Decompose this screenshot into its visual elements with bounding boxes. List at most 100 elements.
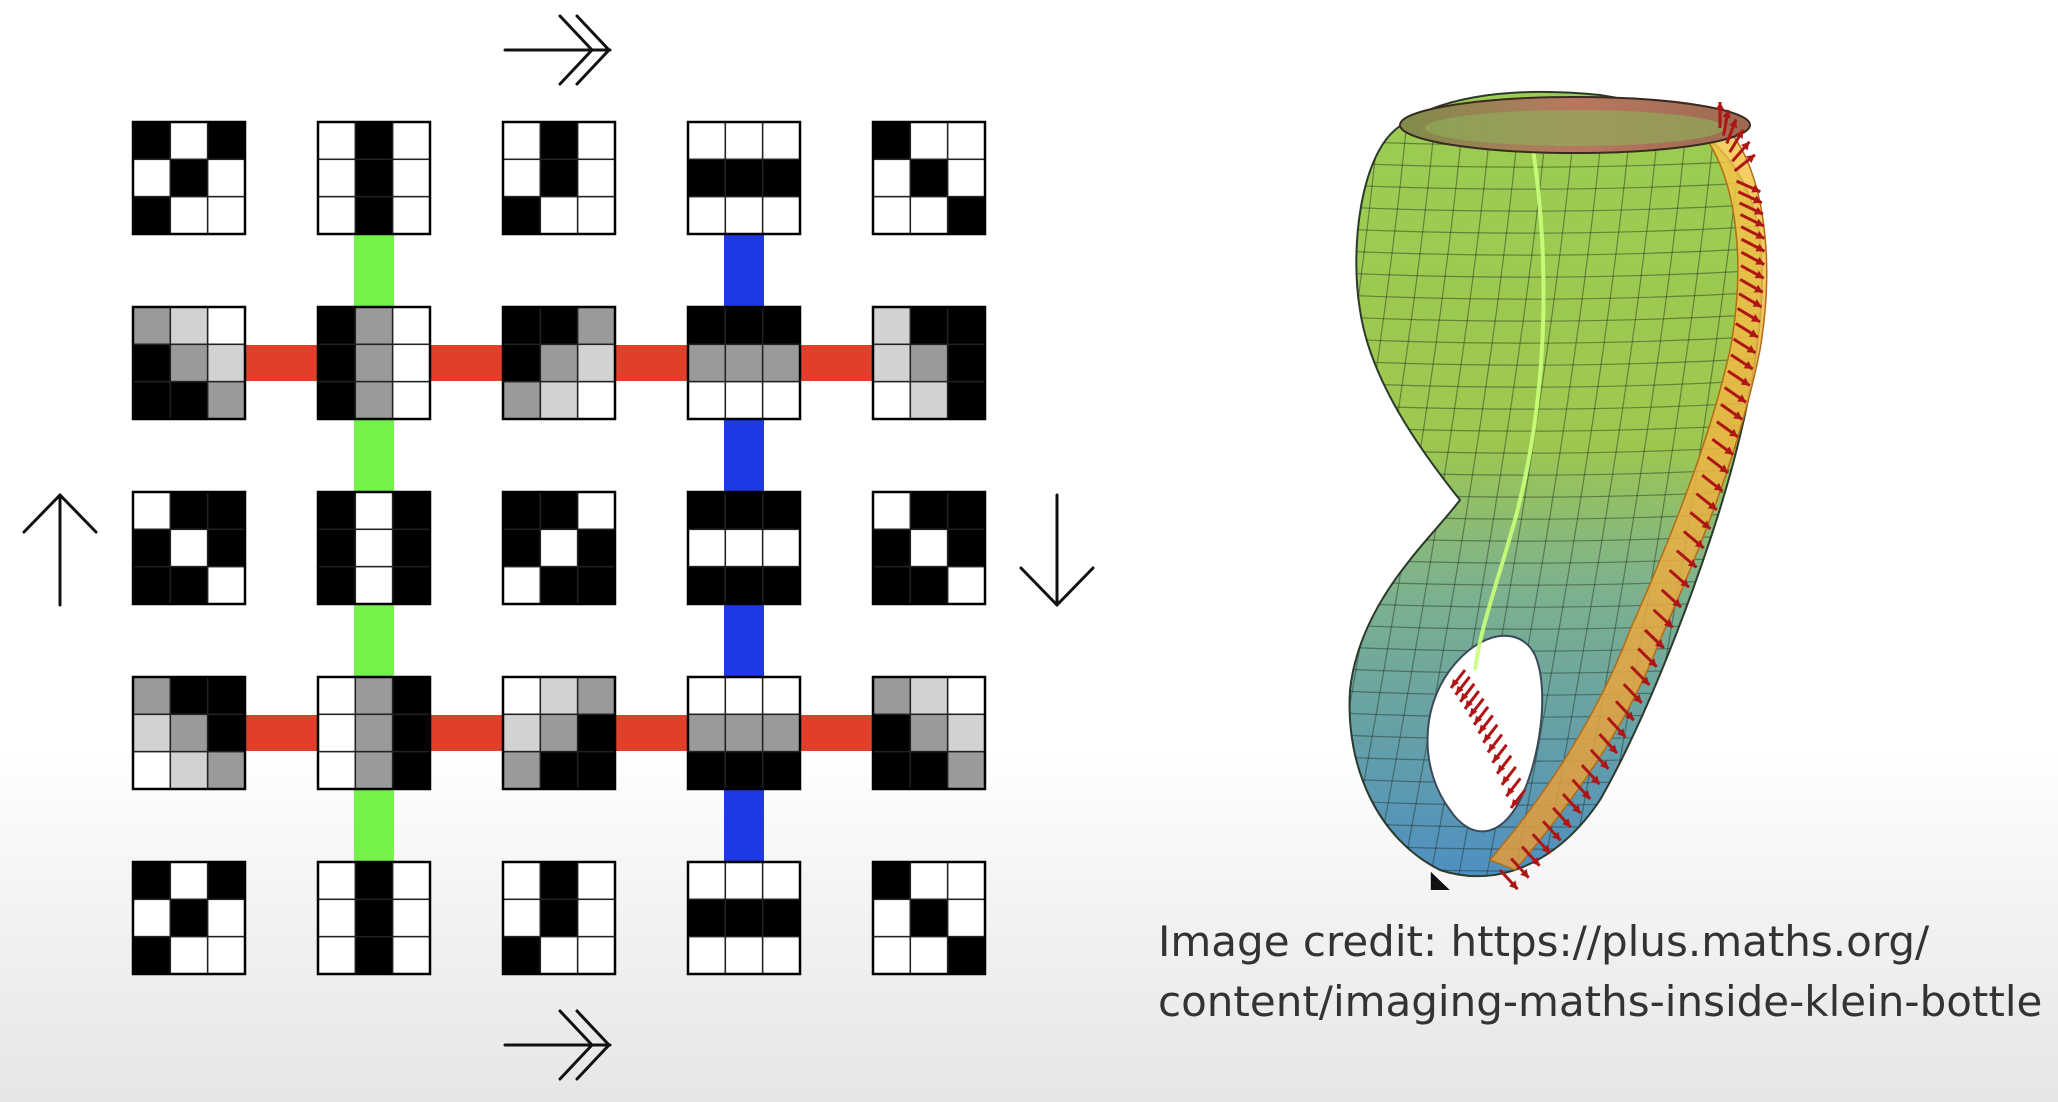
patch-border	[686, 675, 802, 791]
normal-vector-arrow-icon	[1580, 763, 1601, 786]
patch-border	[501, 305, 617, 421]
patch-cell	[761, 306, 801, 346]
mouse-cursor-icon	[1429, 868, 1452, 890]
green-vertical-connector	[354, 234, 394, 307]
patch-cell	[132, 861, 172, 901]
patch	[131, 305, 247, 421]
normal-vector-arrow-icon	[1733, 153, 1756, 173]
patch-cell	[687, 306, 727, 346]
normal-vector-arrow-icon	[1715, 420, 1739, 439]
patch-cell	[724, 306, 764, 346]
patch-cell	[317, 713, 357, 753]
normal-vector-arrow-icon	[1728, 129, 1745, 153]
patch-cell	[206, 898, 246, 938]
normal-vector-arrow-icon	[1695, 492, 1718, 512]
patch-cell	[946, 713, 986, 753]
patch-cell	[354, 343, 394, 383]
patch-border	[316, 675, 432, 791]
normal-vector-arrow-icon	[1652, 608, 1674, 629]
patch-cell	[317, 158, 357, 198]
patch-cell	[502, 158, 542, 198]
normal-vector-arrow-icon	[1735, 179, 1761, 194]
patch-cell	[391, 935, 431, 975]
patch-cell	[946, 898, 986, 938]
patch-cell	[317, 565, 357, 605]
patch-cell	[872, 528, 912, 568]
normal-vector-arrow-icon	[1468, 697, 1485, 718]
normal-vector-arrow-icon	[1675, 549, 1698, 569]
patch	[501, 490, 617, 606]
normal-vector-arrow-icon	[1520, 845, 1541, 867]
patch-cell	[169, 343, 209, 383]
blue-vertical-connector	[724, 604, 764, 677]
patch-cell	[169, 750, 209, 790]
patch-cell	[539, 528, 579, 568]
patch-cell	[761, 380, 801, 420]
patch-cell	[539, 713, 579, 753]
patch-cell	[206, 158, 246, 198]
patch-cell	[909, 121, 949, 161]
patch-cell	[872, 898, 912, 938]
klein-bottle-surface	[1348, 90, 1768, 878]
patch-cell	[354, 491, 394, 531]
patch-cell	[132, 565, 172, 605]
patch	[686, 120, 802, 236]
patch-cell	[391, 158, 431, 198]
normal-vector-arrow-icon	[1630, 665, 1651, 687]
patch-cell	[687, 343, 727, 383]
patch-cell	[576, 713, 616, 753]
patch	[316, 120, 432, 236]
patch-border	[871, 490, 987, 606]
patch-cell	[761, 491, 801, 531]
patch-cell	[909, 491, 949, 531]
patch-border	[501, 120, 617, 236]
blue-vertical-connector	[724, 234, 764, 307]
patch-cell	[354, 158, 394, 198]
patch	[316, 490, 432, 606]
normal-vector-arrow-icon	[1660, 588, 1683, 609]
patch-border	[131, 860, 247, 976]
patch-border	[131, 490, 247, 606]
patch-cell	[354, 306, 394, 346]
patch-cell	[576, 195, 616, 235]
patch-cell	[872, 380, 912, 420]
patch-cell	[354, 750, 394, 790]
patch-border	[501, 860, 617, 976]
normal-vector-arrow-icon	[1737, 190, 1763, 205]
patch-cell	[317, 676, 357, 716]
patch-cell	[909, 861, 949, 901]
patch-cell	[909, 528, 949, 568]
patch-border	[316, 490, 432, 606]
patch-cell	[132, 750, 172, 790]
patch-cell	[576, 565, 616, 605]
patch-cell	[872, 121, 912, 161]
normal-vector-arrow-icon	[1682, 530, 1705, 550]
mesh-line	[1511, 109, 1633, 877]
patch-cell	[872, 935, 912, 975]
patch	[131, 675, 247, 791]
normal-vector-arrow-icon	[1738, 201, 1764, 216]
patch-cell	[132, 935, 172, 975]
patch-cell	[872, 676, 912, 716]
patch-border	[686, 120, 802, 236]
patch-cell	[909, 380, 949, 420]
green-vertical-connector	[354, 419, 394, 492]
patch-border	[501, 490, 617, 606]
patch-cell	[946, 306, 986, 346]
patch-cell	[576, 750, 616, 790]
patch-cell	[206, 528, 246, 568]
patch-cell	[687, 121, 727, 161]
patch-cell	[539, 343, 579, 383]
patch-cell	[576, 898, 616, 938]
mesh-line	[1371, 109, 1493, 877]
patch-cell	[391, 898, 431, 938]
patch-cell	[169, 861, 209, 901]
patch-cell	[132, 713, 172, 753]
patch-cell	[761, 676, 801, 716]
patch-cell	[317, 935, 357, 975]
normal-vector-arrow-icon	[1722, 109, 1732, 136]
patch-cell	[502, 565, 542, 605]
patch-cell	[872, 343, 912, 383]
patch-border	[131, 120, 247, 236]
mesh-line	[1539, 109, 1661, 877]
